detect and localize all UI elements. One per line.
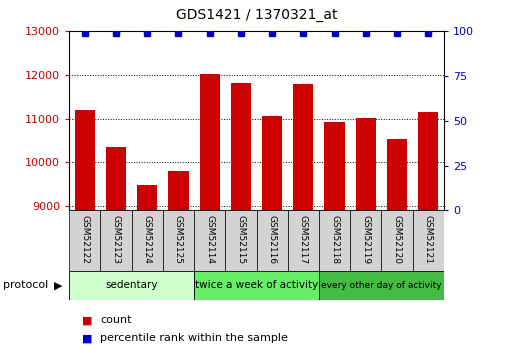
Text: GSM52118: GSM52118: [330, 215, 339, 264]
Bar: [69, 271, 194, 300]
Text: sedentary: sedentary: [105, 280, 158, 290]
Text: ▶: ▶: [54, 280, 63, 290]
Text: GSM52116: GSM52116: [268, 215, 277, 264]
Bar: [262, 116, 282, 345]
Bar: [387, 139, 407, 345]
Bar: [168, 171, 189, 345]
Bar: [75, 110, 95, 345]
Bar: [69, 210, 101, 271]
Bar: [194, 271, 319, 300]
Bar: [101, 210, 132, 271]
Text: GSM52123: GSM52123: [111, 215, 121, 264]
Bar: [293, 85, 313, 345]
Bar: [256, 210, 288, 271]
Bar: [319, 271, 444, 300]
Text: protocol: protocol: [3, 280, 48, 290]
Text: GSM52115: GSM52115: [236, 215, 245, 264]
Bar: [324, 122, 345, 345]
Text: percentile rank within the sample: percentile rank within the sample: [100, 333, 288, 343]
Text: twice a week of activity: twice a week of activity: [195, 280, 318, 290]
Bar: [418, 112, 438, 345]
Bar: [350, 210, 381, 271]
Text: every other day of activity: every other day of activity: [321, 281, 442, 290]
Text: ■: ■: [82, 333, 92, 343]
Text: GDS1421 / 1370321_at: GDS1421 / 1370321_at: [176, 8, 337, 22]
Bar: [356, 118, 376, 345]
Bar: [319, 210, 350, 271]
Text: GSM52125: GSM52125: [174, 215, 183, 264]
Text: GSM52119: GSM52119: [361, 215, 370, 264]
Text: GSM52122: GSM52122: [81, 215, 89, 264]
Bar: [381, 210, 412, 271]
Text: ■: ■: [82, 315, 92, 325]
Bar: [288, 210, 319, 271]
Text: GSM52114: GSM52114: [205, 215, 214, 264]
Text: GSM52117: GSM52117: [299, 215, 308, 264]
Text: GSM52120: GSM52120: [392, 215, 402, 264]
Bar: [194, 210, 225, 271]
Bar: [231, 83, 251, 345]
Text: GSM52121: GSM52121: [424, 215, 432, 264]
Bar: [225, 210, 256, 271]
Bar: [200, 74, 220, 345]
Text: GSM52124: GSM52124: [143, 215, 152, 264]
Bar: [106, 147, 126, 345]
Bar: [132, 210, 163, 271]
Bar: [137, 185, 157, 345]
Text: count: count: [100, 315, 131, 325]
Bar: [412, 210, 444, 271]
Bar: [163, 210, 194, 271]
